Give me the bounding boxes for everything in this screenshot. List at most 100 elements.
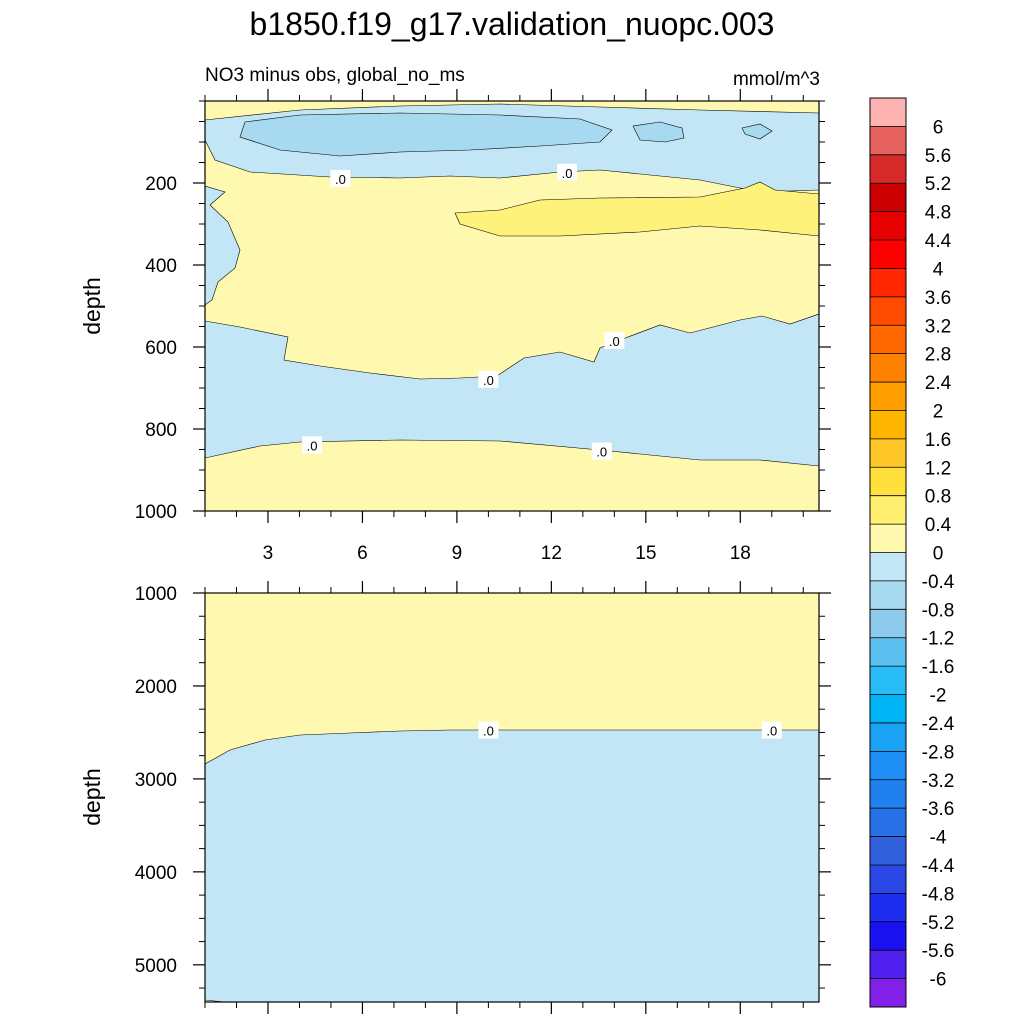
colorbar-frame: [869, 97, 907, 1008]
positive-high-band: [454, 181, 819, 237]
colorbar-label: 3.2: [925, 316, 951, 337]
lower-y-axis-label: depth: [79, 768, 105, 826]
lower-contour-labels: .0 .0: [478, 721, 782, 739]
colorbar-swatch: [870, 580, 906, 610]
colorbar-swatch: [870, 950, 906, 979]
negative-left-wedge: [205, 185, 241, 306]
colorbar-swatch: [870, 296, 906, 326]
contour-label: .0: [483, 724, 494, 739]
colorbar-label: -3.6: [922, 799, 955, 820]
colorbar-label: -0.8: [922, 600, 955, 621]
colorbar-swatch: [870, 467, 906, 497]
colorbar-swatch: [870, 921, 906, 951]
colorbar-swatch: [870, 240, 906, 269]
contour-label: .0: [307, 438, 318, 453]
upper-y-axis-label: depth: [79, 277, 105, 335]
panel-units: mmol/m^3: [733, 69, 820, 90]
colorbar-label: 4.4: [925, 231, 952, 252]
colorbar-swatch: [870, 325, 906, 355]
colorbar-swatch: [870, 524, 906, 553]
colorbar-swatch: [870, 836, 906, 866]
colorbar-swatch: [870, 211, 906, 241]
colorbar-label: 2: [933, 401, 944, 422]
contour-label-bg: [761, 721, 782, 739]
colorbar-label: 5.2: [925, 174, 951, 195]
y-tick-label: 600: [145, 338, 177, 359]
upper-panel: NO3 minus obs, global_no_ms mmol/m^3 200…: [79, 65, 831, 564]
colorbar-swatch: [870, 268, 906, 298]
colorbar-swatch: [870, 98, 906, 127]
colorbar-swatch: [870, 722, 906, 752]
colorbar-swatch: [870, 154, 906, 184]
y-tick-label: 200: [145, 174, 177, 195]
lower-ticks: 1000 2000 3000 4000 5000: [135, 581, 831, 1014]
x-tick-label: 18: [730, 543, 751, 564]
negative-deep-blob-3: [741, 123, 773, 140]
y-tick-label: 2000: [135, 677, 177, 698]
colorbar-swatch: [870, 552, 906, 582]
colorbar-swatch: [870, 751, 906, 781]
negative-region-deep: [205, 729, 819, 1002]
colorbar-label: 0.4: [925, 515, 952, 536]
upper-contour-fills: [205, 101, 819, 511]
colorbar-label: 2.8: [925, 345, 951, 366]
contour-label: .0: [335, 172, 346, 187]
colorbar-swatch: [870, 609, 906, 639]
colorbar-label: -6: [930, 970, 947, 991]
y-tick-label: 5000: [135, 956, 177, 977]
colorbar-label: -2.8: [922, 742, 955, 763]
colorbar-swatch: [870, 779, 906, 809]
colorbar-label: -1.2: [922, 629, 955, 650]
contour-label: .0: [483, 373, 494, 388]
colorbar-label: 1.6: [925, 430, 951, 451]
colorbar-swatch: [870, 495, 906, 525]
contour-label-bg: [557, 163, 578, 181]
contour-label-bg: [478, 721, 499, 739]
contour-label-bg: [591, 442, 612, 460]
colorbar-label: -4: [930, 828, 947, 849]
colorbar-label: -1.6: [922, 657, 955, 678]
contour-label-bg: [478, 370, 499, 388]
colorbar-swatch: [870, 694, 906, 724]
colorbar-swatch: [870, 864, 906, 894]
x-tick-label: 12: [541, 543, 562, 564]
contour-label: .0: [596, 445, 607, 460]
colorbar-label: -5.2: [922, 913, 955, 934]
colorbar-label: 0: [933, 544, 944, 565]
contour-label: .0: [562, 166, 573, 181]
chart-title: b1850.f19_g17.validation_nuopc.003: [250, 6, 775, 42]
colorbar: 6 5.6 5.2 4.8 4.4 4 3.6 3.2 2.8 2.4 2 1.6 1.2 0.8 0.4 0…: [869, 97, 955, 1008]
x-tick-label: 15: [635, 543, 656, 564]
colorbar-label: -2.4: [922, 714, 955, 735]
contour-label: .0: [766, 724, 777, 739]
x-tick-label: 6: [357, 543, 368, 564]
lower-contour-fills: [205, 593, 819, 1002]
upper-ticks: 200 400 600 800 1000 3 6 9 12 15 18: [135, 89, 831, 564]
negative-deep-blob-2: [632, 121, 685, 143]
colorbar-label: 6: [933, 117, 944, 138]
colorbar-swatch: [870, 808, 906, 837]
negative-region-mid-band: [205, 313, 819, 467]
colorbar-label: 0.8: [925, 487, 951, 508]
colorbar-swatch: [870, 353, 906, 383]
y-tick-label: 1000: [135, 502, 177, 523]
contour-label: .0: [609, 334, 620, 349]
colorbar-swatch: [870, 438, 906, 468]
lower-plot-frame: [204, 592, 820, 1003]
panel-subtitle: NO3 minus obs, global_no_ms: [205, 65, 465, 86]
y-tick-label: 4000: [135, 863, 177, 884]
colorbar-swatch: [870, 126, 906, 156]
colorbar-swatch: [870, 410, 906, 440]
contour-label-bg: [302, 436, 323, 454]
y-tick-label: 400: [145, 256, 177, 277]
colorbar-label: -0.4: [922, 572, 955, 593]
colorbar-label: -3.2: [922, 771, 955, 792]
y-tick-label: 3000: [135, 770, 177, 791]
colorbar-label: 4.8: [925, 203, 951, 224]
colorbar-swatch: [870, 893, 906, 923]
colorbar-label: 1.2: [925, 458, 951, 479]
colorbar-label: -4.4: [922, 856, 955, 877]
colorbar-swatch: [870, 978, 906, 1008]
colorbar-label: 5.6: [925, 146, 951, 167]
